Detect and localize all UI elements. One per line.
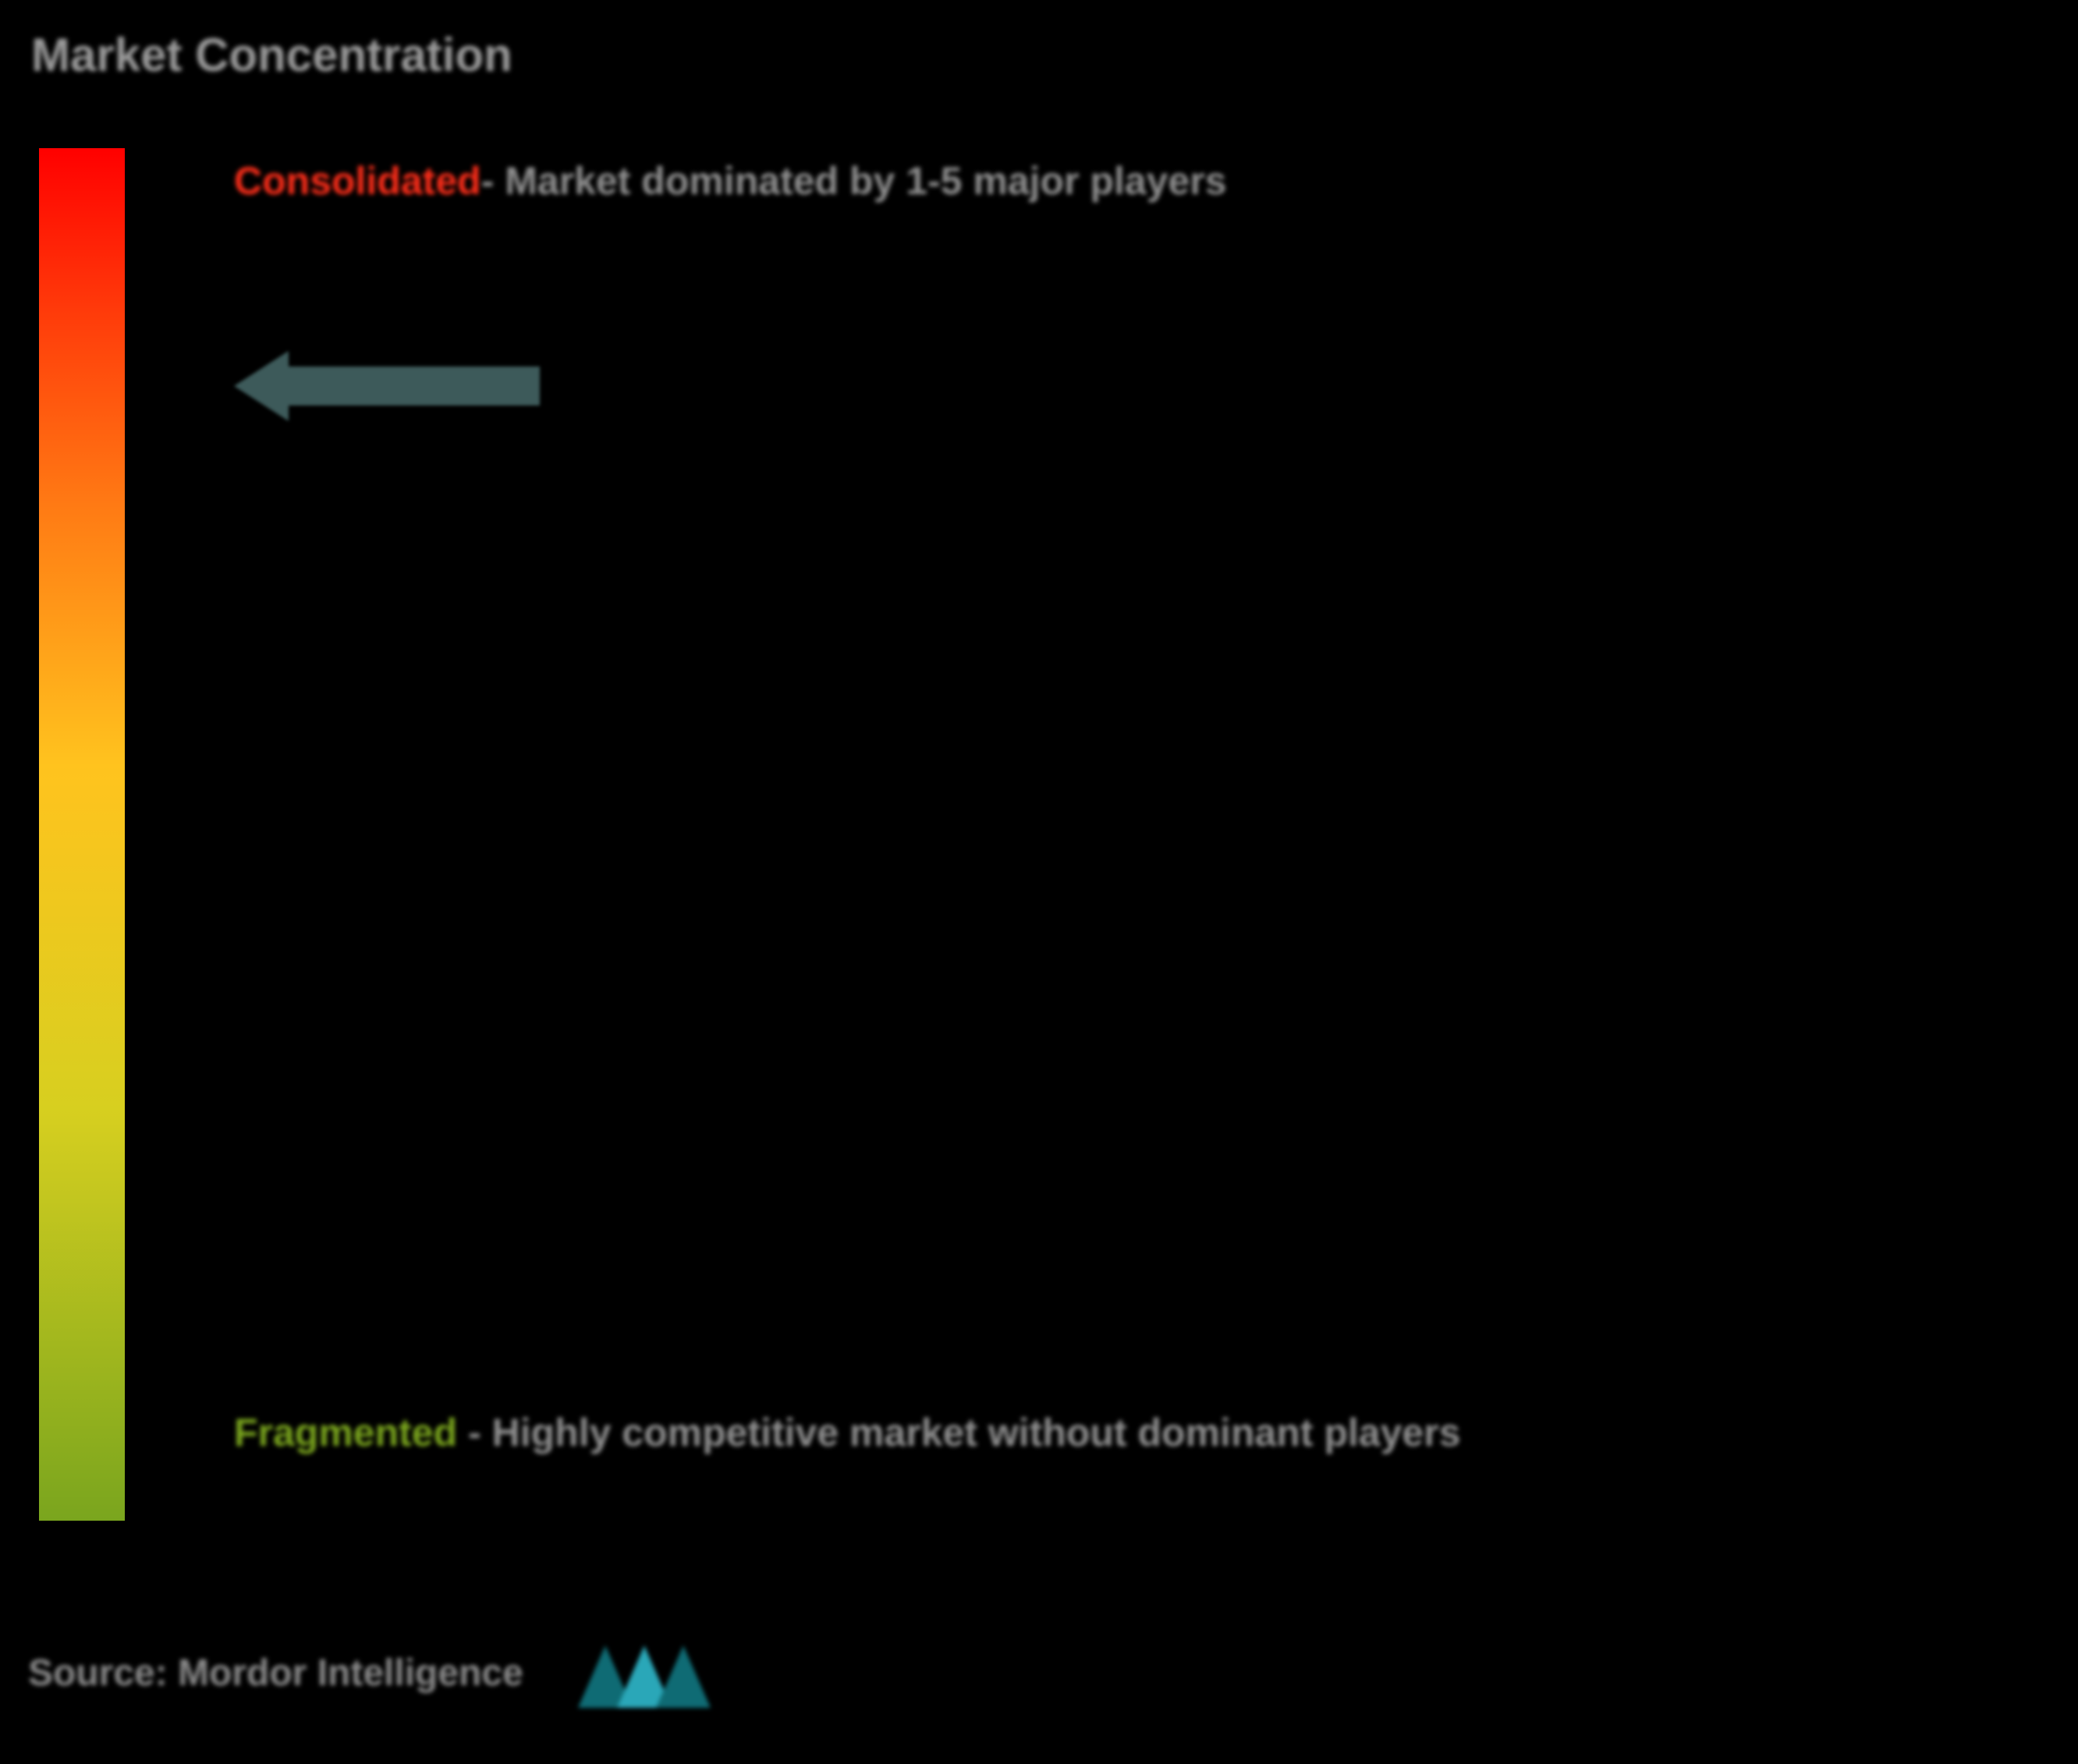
indicator-arrow-icon bbox=[234, 351, 540, 421]
consolidated-keyword: Consolidated bbox=[234, 159, 481, 203]
fragmented-keyword: Fragmented bbox=[234, 1411, 457, 1454]
source-text: Source: Mordor Intelligence bbox=[28, 1652, 523, 1695]
arrow-shaft bbox=[281, 367, 540, 406]
chart-title: Market Concentration bbox=[31, 28, 512, 82]
infographic-canvas: Market Concentration Consolidated- Marke… bbox=[0, 0, 2078, 1764]
mordor-logo-icon bbox=[578, 1638, 711, 1708]
consolidated-label: Consolidated- Market dominated by 1-5 ma… bbox=[234, 156, 1716, 207]
footer: Source: Mordor Intelligence bbox=[28, 1638, 711, 1708]
fragmented-description: - Highly competitive market without domi… bbox=[457, 1411, 1460, 1454]
consolidated-description: - Market dominated by 1-5 major players bbox=[481, 159, 1227, 203]
concentration-gradient-bar bbox=[39, 148, 125, 1521]
fragmented-label: Fragmented - Highly competitive market w… bbox=[234, 1396, 1560, 1470]
